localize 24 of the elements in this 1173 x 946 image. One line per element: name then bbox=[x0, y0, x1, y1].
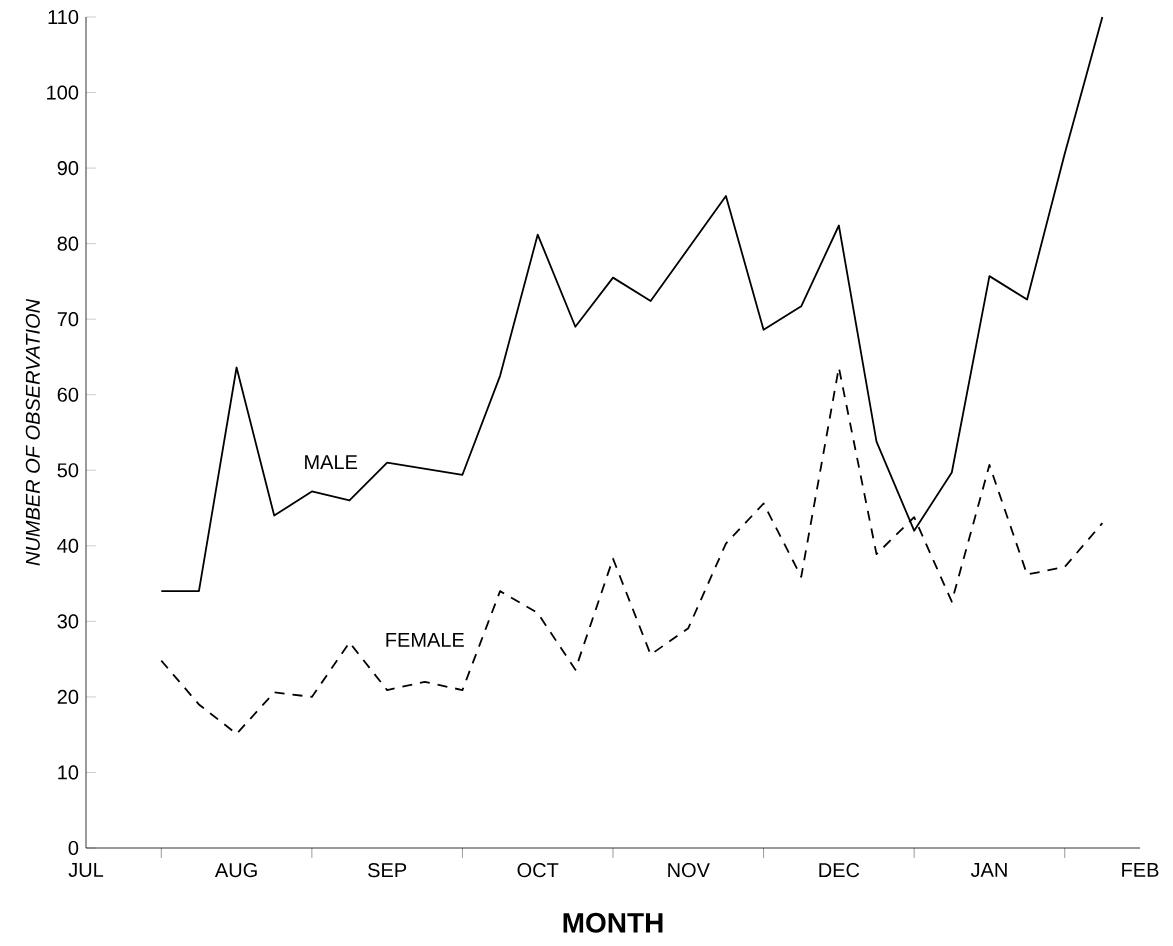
y-tick-label: 20 bbox=[57, 689, 79, 704]
y-tick-label: 10 bbox=[58, 765, 79, 780]
y-tick-label: 40 bbox=[57, 538, 79, 553]
x-tick-label: SEP bbox=[368, 863, 407, 878]
y-tick-label: 60 bbox=[57, 387, 79, 402]
x-tick-label: AUG bbox=[214, 863, 257, 878]
series-label: MALE bbox=[305, 455, 358, 469]
x-tick-label: FEB bbox=[1122, 863, 1159, 877]
y-tick-label: 30 bbox=[57, 614, 79, 629]
series-label: FEMALE bbox=[386, 633, 464, 647]
x-tick-label: NOV bbox=[668, 863, 710, 878]
x-tick-label: JUL bbox=[68, 863, 104, 877]
y-tick-label: 90 bbox=[57, 161, 79, 176]
y-tick-label: 50 bbox=[57, 463, 79, 478]
y-tick-label: 100 bbox=[47, 85, 79, 100]
y-axis-title: NUMBER OF OBSERVATION bbox=[25, 298, 40, 566]
y-tick-label: 110 bbox=[48, 9, 79, 25]
y-tick-label: 70 bbox=[57, 312, 79, 327]
y-tick-label: 0 bbox=[68, 840, 79, 856]
y-tick-label: 80 bbox=[57, 236, 79, 251]
x-tick-label: DEC bbox=[819, 863, 860, 878]
x-axis-title: MONTH bbox=[563, 912, 663, 933]
x-tick-label: OCT bbox=[517, 863, 559, 878]
x-tick-label: JAN bbox=[970, 863, 1007, 877]
